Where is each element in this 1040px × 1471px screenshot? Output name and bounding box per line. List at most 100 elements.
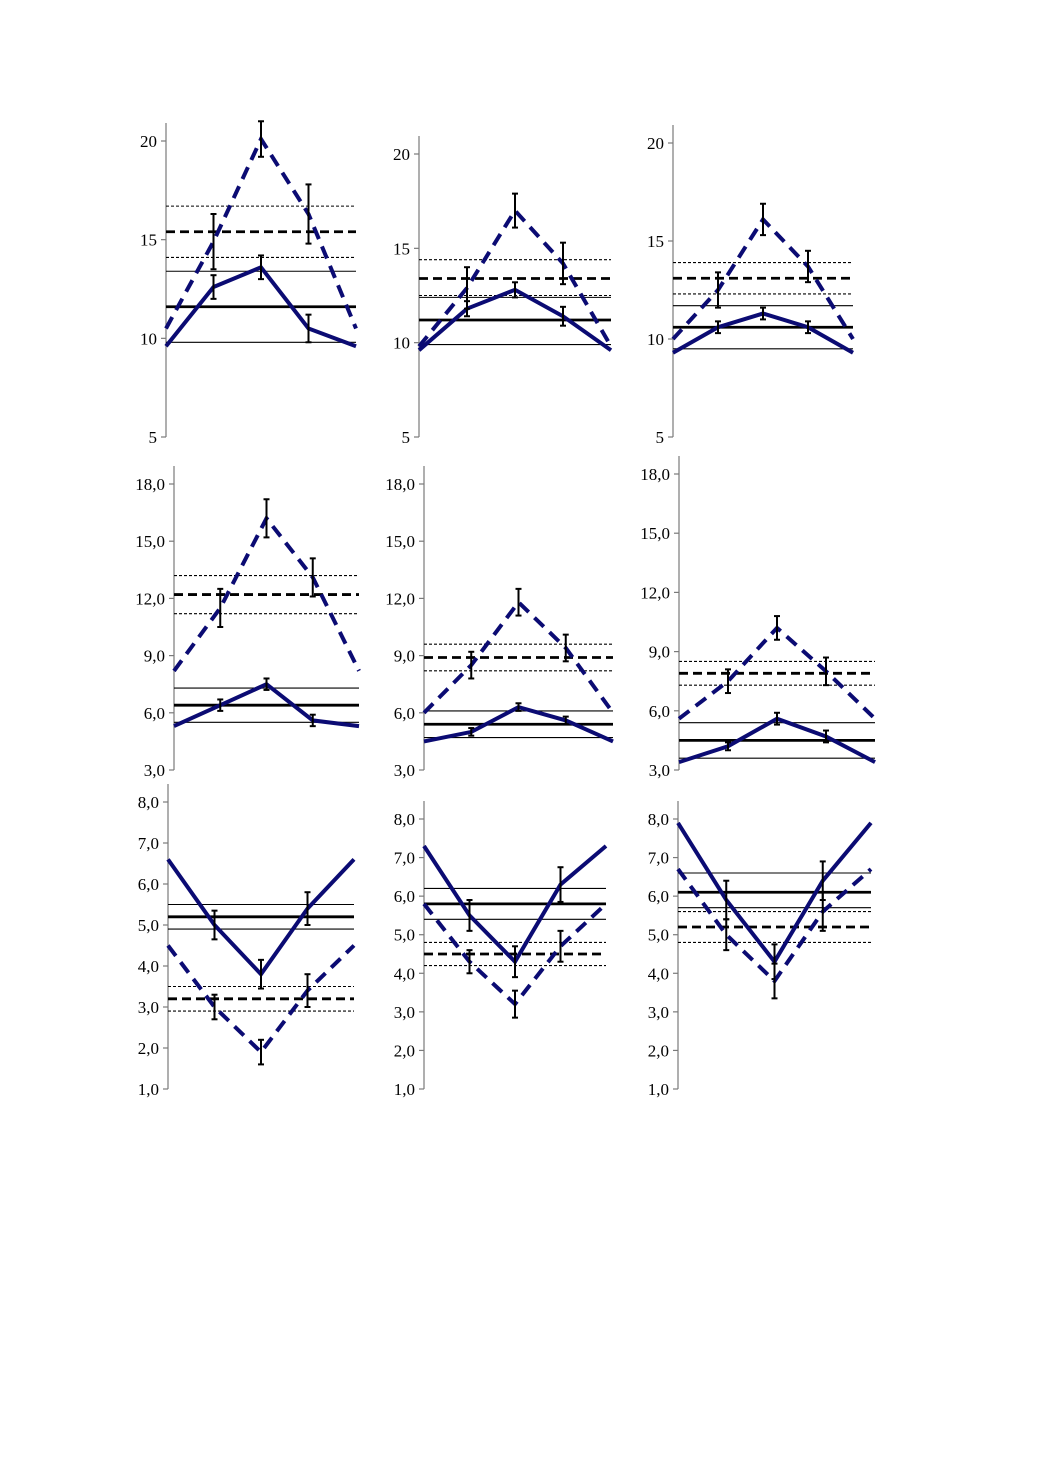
error-bar (468, 650, 475, 680)
y-tick-label: 1,0 (394, 1080, 415, 1099)
error-bar (210, 213, 217, 271)
series-line-dashed (417, 207, 613, 348)
error-bar (805, 320, 811, 335)
y-tick-label: 15,0 (385, 532, 415, 551)
error-bar (466, 899, 473, 932)
chart-grid: 5 10 15 20 5 10 15 20 5 10 15 20 3,0 6,0 9,0 12,0 15,0 18… (135, 120, 877, 1099)
error-bar (304, 973, 311, 1008)
chart-panel-7: 1,0 2,0 3,0 4,0 5,0 6,0 7,0 8,0 (138, 784, 356, 1099)
y-tick-label: 9,0 (144, 647, 165, 666)
error-bar (512, 192, 518, 229)
error-bar (512, 281, 518, 299)
y-tick-label: 7,0 (138, 834, 159, 853)
y-tick-label: 9,0 (394, 647, 415, 666)
error-bar (258, 254, 264, 281)
y-tick-label: 8,0 (394, 810, 415, 829)
y-tick-label: 5 (149, 428, 158, 447)
error-bar (309, 713, 316, 728)
chart-panel-8: 1,0 2,0 3,0 4,0 5,0 6,0 7,0 8,0 (394, 801, 608, 1099)
y-tick-label: 3,0 (394, 1003, 415, 1022)
y-tick-label: 5 (656, 428, 665, 447)
chart-panel-2: 5 10 15 20 (393, 136, 613, 447)
error-bar (217, 698, 224, 712)
y-tick-label: 6,0 (648, 887, 669, 906)
y-tick-label: 6,0 (649, 702, 670, 721)
chart-panel-1: 5 10 15 20 (140, 120, 358, 447)
y-tick-label: 12,0 (640, 583, 670, 602)
series-line-dashed (164, 134, 358, 330)
error-bar (823, 656, 829, 687)
y-tick-label: 15 (647, 232, 664, 251)
error-bar (725, 741, 731, 752)
y-tick-label: 6,0 (144, 704, 165, 723)
y-tick-label: 2,0 (648, 1041, 669, 1060)
y-tick-label: 15,0 (135, 532, 165, 551)
y-tick-label: 2,0 (138, 1039, 159, 1058)
error-bar (557, 929, 564, 963)
y-tick-label: 10 (393, 334, 410, 353)
error-bar (305, 183, 312, 245)
y-tick-label: 1,0 (648, 1080, 669, 1099)
error-bar (760, 306, 766, 321)
error-bar (715, 320, 721, 335)
y-tick-label: 20 (393, 145, 410, 164)
y-tick-label: 9,0 (649, 643, 670, 662)
y-tick-label: 18,0 (135, 475, 165, 494)
y-tick-label: 15 (393, 239, 410, 258)
error-bar (464, 266, 470, 310)
y-tick-label: 6,0 (394, 704, 415, 723)
error-bar (258, 120, 264, 158)
y-tick-label: 8,0 (138, 793, 159, 812)
y-tick-label: 4,0 (648, 964, 669, 983)
y-tick-label: 1,0 (138, 1080, 159, 1099)
error-bar (217, 587, 224, 628)
y-tick-label: 18,0 (640, 465, 670, 484)
y-tick-label: 2,0 (394, 1041, 415, 1060)
error-bar (562, 715, 569, 726)
y-tick-label: 3,0 (138, 998, 159, 1017)
error-bar (468, 727, 475, 737)
chart-panel-4: 3,0 6,0 9,0 12,0 15,0 18,0 (135, 466, 361, 780)
y-tick-label: 15,0 (640, 524, 670, 543)
error-bar (512, 945, 518, 979)
error-bar (211, 909, 218, 941)
y-tick-label: 5,0 (394, 926, 415, 945)
error-bar (263, 677, 270, 691)
error-bar (774, 615, 780, 641)
error-bar (805, 249, 811, 284)
series-line-dashed (166, 944, 356, 1056)
y-tick-label: 4,0 (394, 964, 415, 983)
error-bar (309, 557, 316, 598)
error-bar (560, 305, 566, 327)
chart-panel-3: 5 10 15 20 (647, 125, 855, 447)
error-bar (466, 949, 473, 975)
chart-panel-9: 1,0 2,0 3,0 4,0 5,0 6,0 7,0 8,0 (648, 801, 873, 1099)
error-bar (512, 989, 518, 1019)
y-tick-label: 3,0 (144, 761, 165, 780)
error-bar (210, 274, 217, 300)
y-tick-label: 5,0 (648, 926, 669, 945)
y-tick-label: 20 (647, 134, 664, 153)
y-tick-label: 12,0 (135, 589, 165, 608)
y-tick-label: 4,0 (138, 957, 159, 976)
chart-panel-6: 3,0 6,0 9,0 12,0 15,0 18,0 (640, 456, 877, 780)
error-bar (304, 891, 311, 926)
y-tick-label: 8,0 (648, 810, 669, 829)
y-tick-label: 3,0 (394, 761, 415, 780)
error-bar (515, 702, 522, 712)
y-tick-label: 10 (140, 329, 157, 348)
error-bar (723, 918, 730, 952)
y-tick-label: 6,0 (138, 875, 159, 894)
error-bar (305, 313, 312, 344)
error-bar (760, 202, 766, 237)
y-tick-label: 7,0 (394, 849, 415, 868)
error-bar (725, 668, 731, 695)
chart-panel-5: 3,0 6,0 9,0 12,0 15,0 18,0 (385, 466, 615, 780)
error-bar (263, 498, 270, 539)
y-tick-label: 10 (647, 330, 664, 349)
y-tick-label: 18,0 (385, 475, 415, 494)
error-bar (819, 891, 826, 932)
y-tick-label: 7,0 (648, 849, 669, 868)
y-tick-label: 3,0 (649, 761, 670, 780)
